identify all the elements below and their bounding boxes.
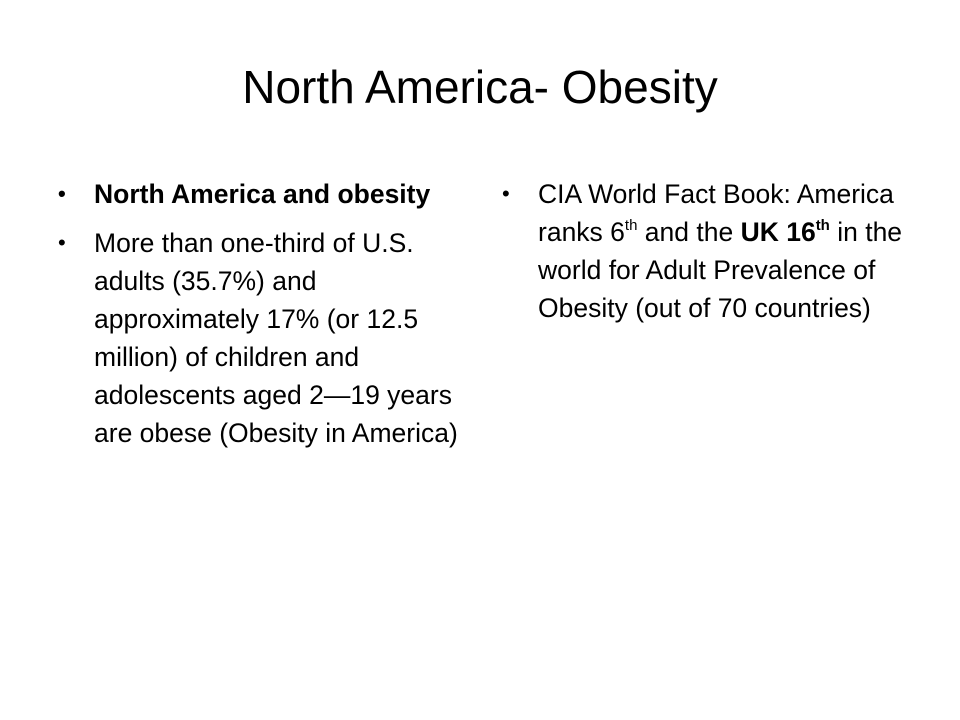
left-bullet-list: • North America and obesity • More than … [58, 175, 458, 463]
uk-rank-text: UK 16 [740, 217, 816, 247]
bullet-text: North America and obesity [94, 179, 431, 209]
ordinal-suffix: th [815, 217, 830, 234]
bullet-statistics: • More than one-third of U.S. adults (35… [58, 224, 458, 452]
ordinal-suffix: th [624, 217, 638, 234]
bullet-text-part: CIA World Fact Book: America ranks 6 [538, 179, 894, 247]
bullet-text-part: and the [637, 217, 741, 247]
bullet-cia-ranking: • CIA World Fact Book: America ranks 6th… [502, 175, 912, 327]
bullet-icon: • [502, 181, 510, 206]
bullet-icon: • [58, 181, 66, 206]
bullet-text: More than one-third of U.S. adults (35.7… [94, 228, 458, 448]
bullet-icon: • [58, 230, 66, 255]
right-bullet-list: • CIA World Fact Book: America ranks 6th… [502, 175, 912, 338]
bullet-bold-text: UK 16th [741, 217, 830, 247]
bullet-text-part: in the world for Adult Prevalence of Obe… [538, 217, 903, 323]
slide-title: North America- Obesity [242, 61, 718, 113]
bullet-heading: • North America and obesity [58, 175, 458, 213]
